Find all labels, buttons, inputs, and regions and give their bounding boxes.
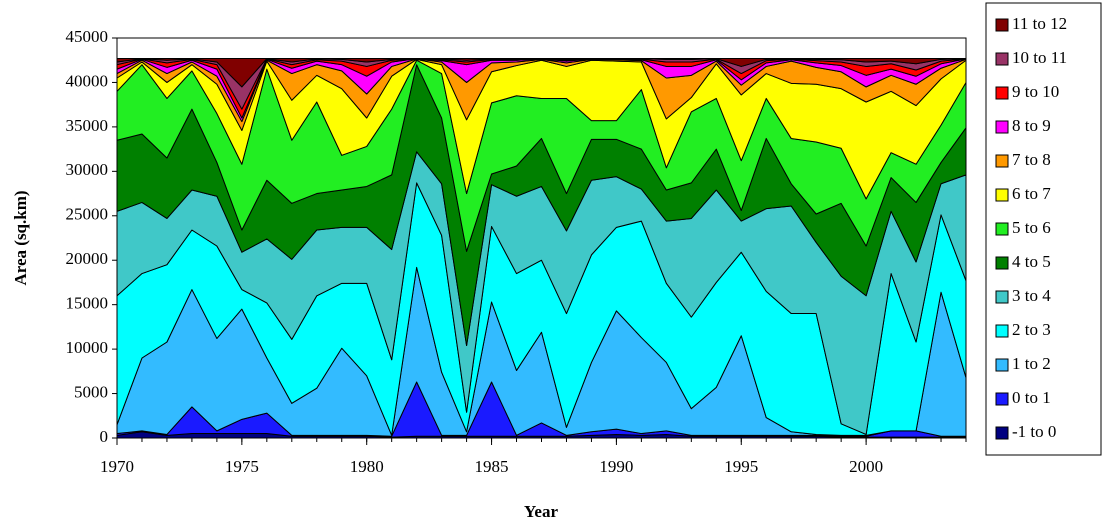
y-tick-label: 0 xyxy=(100,427,109,446)
y-tick-label: 15000 xyxy=(66,294,109,313)
x-tick-label: 1995 xyxy=(724,457,758,476)
legend-label: 4 to 5 xyxy=(1012,252,1051,271)
legend-swatch xyxy=(995,86,1009,100)
legend-swatch xyxy=(995,120,1009,134)
y-tick-label: 25000 xyxy=(66,205,109,224)
legend-label: 5 to 6 xyxy=(1012,218,1051,237)
legend-swatch xyxy=(995,52,1009,66)
legend-swatch xyxy=(995,256,1009,270)
legend-swatch xyxy=(995,222,1009,236)
legend-label: 3 to 4 xyxy=(1012,286,1051,305)
legend-label: 2 to 3 xyxy=(1012,320,1051,339)
legend-label: 7 to 8 xyxy=(1012,150,1051,169)
x-tick-label: 1975 xyxy=(225,457,259,476)
x-tick-label: 1970 xyxy=(100,457,134,476)
legend-label: -1 to 0 xyxy=(1012,422,1056,441)
legend-label: 9 to 10 xyxy=(1012,82,1059,101)
legend-label: 11 to 12 xyxy=(1012,14,1067,33)
y-axis-title: Area (sq.km) xyxy=(11,190,30,285)
x-tick-label: 1985 xyxy=(475,457,509,476)
legend-swatch xyxy=(995,358,1009,372)
legend-swatch xyxy=(995,154,1009,168)
x-tick-label: 1980 xyxy=(350,457,384,476)
y-tick-label: 45000 xyxy=(66,27,109,46)
y-tick-label: 35000 xyxy=(66,116,109,135)
x-tick-label: 1990 xyxy=(599,457,633,476)
legend-label: 1 to 2 xyxy=(1012,354,1051,373)
legend-swatch xyxy=(995,290,1009,304)
y-tick-label: 30000 xyxy=(66,160,109,179)
legend-label: 6 to 7 xyxy=(1012,184,1051,203)
legend-swatch xyxy=(995,188,1009,202)
y-tick-label: 20000 xyxy=(66,249,109,268)
legend-label: 10 to 11 xyxy=(1012,48,1067,67)
y-tick-label: 10000 xyxy=(66,338,109,357)
x-tick-label: 2000 xyxy=(849,457,883,476)
legend-swatch xyxy=(995,324,1009,338)
y-tick-label: 40000 xyxy=(66,71,109,90)
legend-label: 0 to 1 xyxy=(1012,388,1051,407)
legend-swatch xyxy=(995,426,1009,440)
y-tick-label: 5000 xyxy=(74,382,108,401)
legend-label: 8 to 9 xyxy=(1012,116,1051,135)
legend-swatch xyxy=(995,18,1009,32)
legend-swatch xyxy=(995,392,1009,406)
x-axis-title: Year xyxy=(524,502,558,521)
